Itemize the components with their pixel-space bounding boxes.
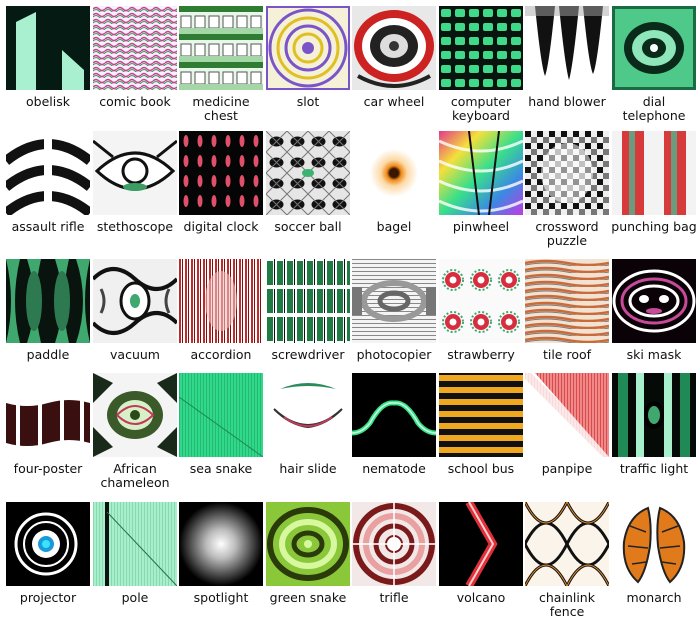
spotlight-pattern (179, 502, 263, 586)
soccer-ball-pattern (266, 131, 350, 215)
grid-label: African chameleon (100, 461, 170, 490)
grid-label: monarch (626, 590, 682, 605)
strawberry-pattern (439, 259, 523, 343)
projector-pattern (6, 502, 90, 586)
bagel-pattern (352, 131, 436, 215)
stethoscope-pattern (93, 131, 177, 215)
grid-label: nematode (362, 461, 426, 476)
grid-label: dial telephone (622, 94, 686, 123)
grid-label: crossword puzzle (535, 219, 599, 248)
assault-rifle-pattern (6, 131, 90, 215)
tile-roof-pattern (525, 259, 609, 343)
digital-clock-pattern (179, 131, 263, 215)
grid-label: soccer ball (274, 219, 342, 234)
trifle-pattern (352, 502, 436, 586)
car-wheel-pattern (352, 6, 436, 90)
punching-bag-pattern (612, 131, 696, 215)
grid-label: bagel (376, 219, 412, 234)
grid-label: green snake (269, 590, 347, 605)
grid-label: four-poster (13, 461, 83, 476)
volcano-pattern (439, 502, 523, 586)
traffic-light-pattern (612, 373, 696, 457)
hand-blower-pattern (525, 6, 609, 90)
vacuum-pattern (93, 259, 177, 343)
pole-pattern (93, 502, 177, 586)
monarch-pattern (612, 502, 696, 586)
computer-keyboard-pattern (439, 6, 523, 90)
grid-label: panpipe (541, 461, 593, 476)
grid-label: hair slide (279, 461, 337, 476)
slot-pattern (266, 6, 350, 90)
grid-label: vacuum (110, 347, 160, 362)
grid-label: comic book (99, 94, 171, 109)
grid-label: digital clock (183, 219, 259, 234)
crossword-puzzle-pattern (525, 131, 609, 215)
grid-label: spotlight (193, 590, 249, 605)
grid-label: car wheel (363, 94, 425, 109)
grid-label: strawberry (447, 347, 515, 362)
grid-label: traffic light (619, 461, 689, 476)
grid-label: slot (296, 94, 320, 109)
obelisk-pattern (6, 6, 90, 90)
grid-label: stethoscope (96, 219, 174, 234)
grid-label: pinwheel (452, 219, 510, 234)
paddle-pattern (6, 259, 90, 343)
dial-telephone-pattern (612, 6, 696, 90)
grid-label: paddle (26, 347, 70, 362)
grid-label: ski mask (626, 347, 682, 362)
panpipe-pattern (525, 373, 609, 457)
african-chameleon-pattern (93, 373, 177, 457)
green-snake-pattern (266, 502, 350, 586)
grid-label: accordion (190, 347, 252, 362)
grid-label: sea snake (189, 461, 253, 476)
grid-label: assault rifle (11, 219, 85, 234)
photocopier-pattern (352, 259, 436, 343)
grid-label: tile roof (542, 347, 592, 362)
grid-label: medicine chest (192, 94, 250, 123)
nematode-pattern (352, 373, 436, 457)
grid-label: trifle (379, 590, 409, 605)
sea-snake-pattern (179, 373, 263, 457)
medicine-chest-pattern (179, 6, 263, 90)
grid-label: pole (121, 590, 149, 605)
comic-book-pattern (93, 6, 177, 90)
grid-label: computer keyboard (450, 94, 512, 123)
pinwheel-pattern (439, 131, 523, 215)
grid-label: projector (19, 590, 77, 605)
grid-label: photocopier (356, 347, 432, 362)
hair-slide-pattern (266, 373, 350, 457)
four-poster-pattern (6, 373, 90, 457)
screwdriver-pattern (266, 259, 350, 343)
ski-mask-pattern (612, 259, 696, 343)
accordion-pattern (179, 259, 263, 343)
grid-label: obelisk (26, 94, 70, 109)
grid-label: hand blower (528, 94, 606, 109)
chainlink-fence-pattern (525, 502, 609, 586)
grid-label: screwdriver (271, 347, 345, 362)
school-bus-pattern (439, 373, 523, 457)
grid-label: volcano (456, 590, 506, 605)
grid-label: school bus (447, 461, 515, 476)
grid-label: punching bag (611, 219, 697, 234)
grid-label: chainlink fence (539, 590, 595, 619)
